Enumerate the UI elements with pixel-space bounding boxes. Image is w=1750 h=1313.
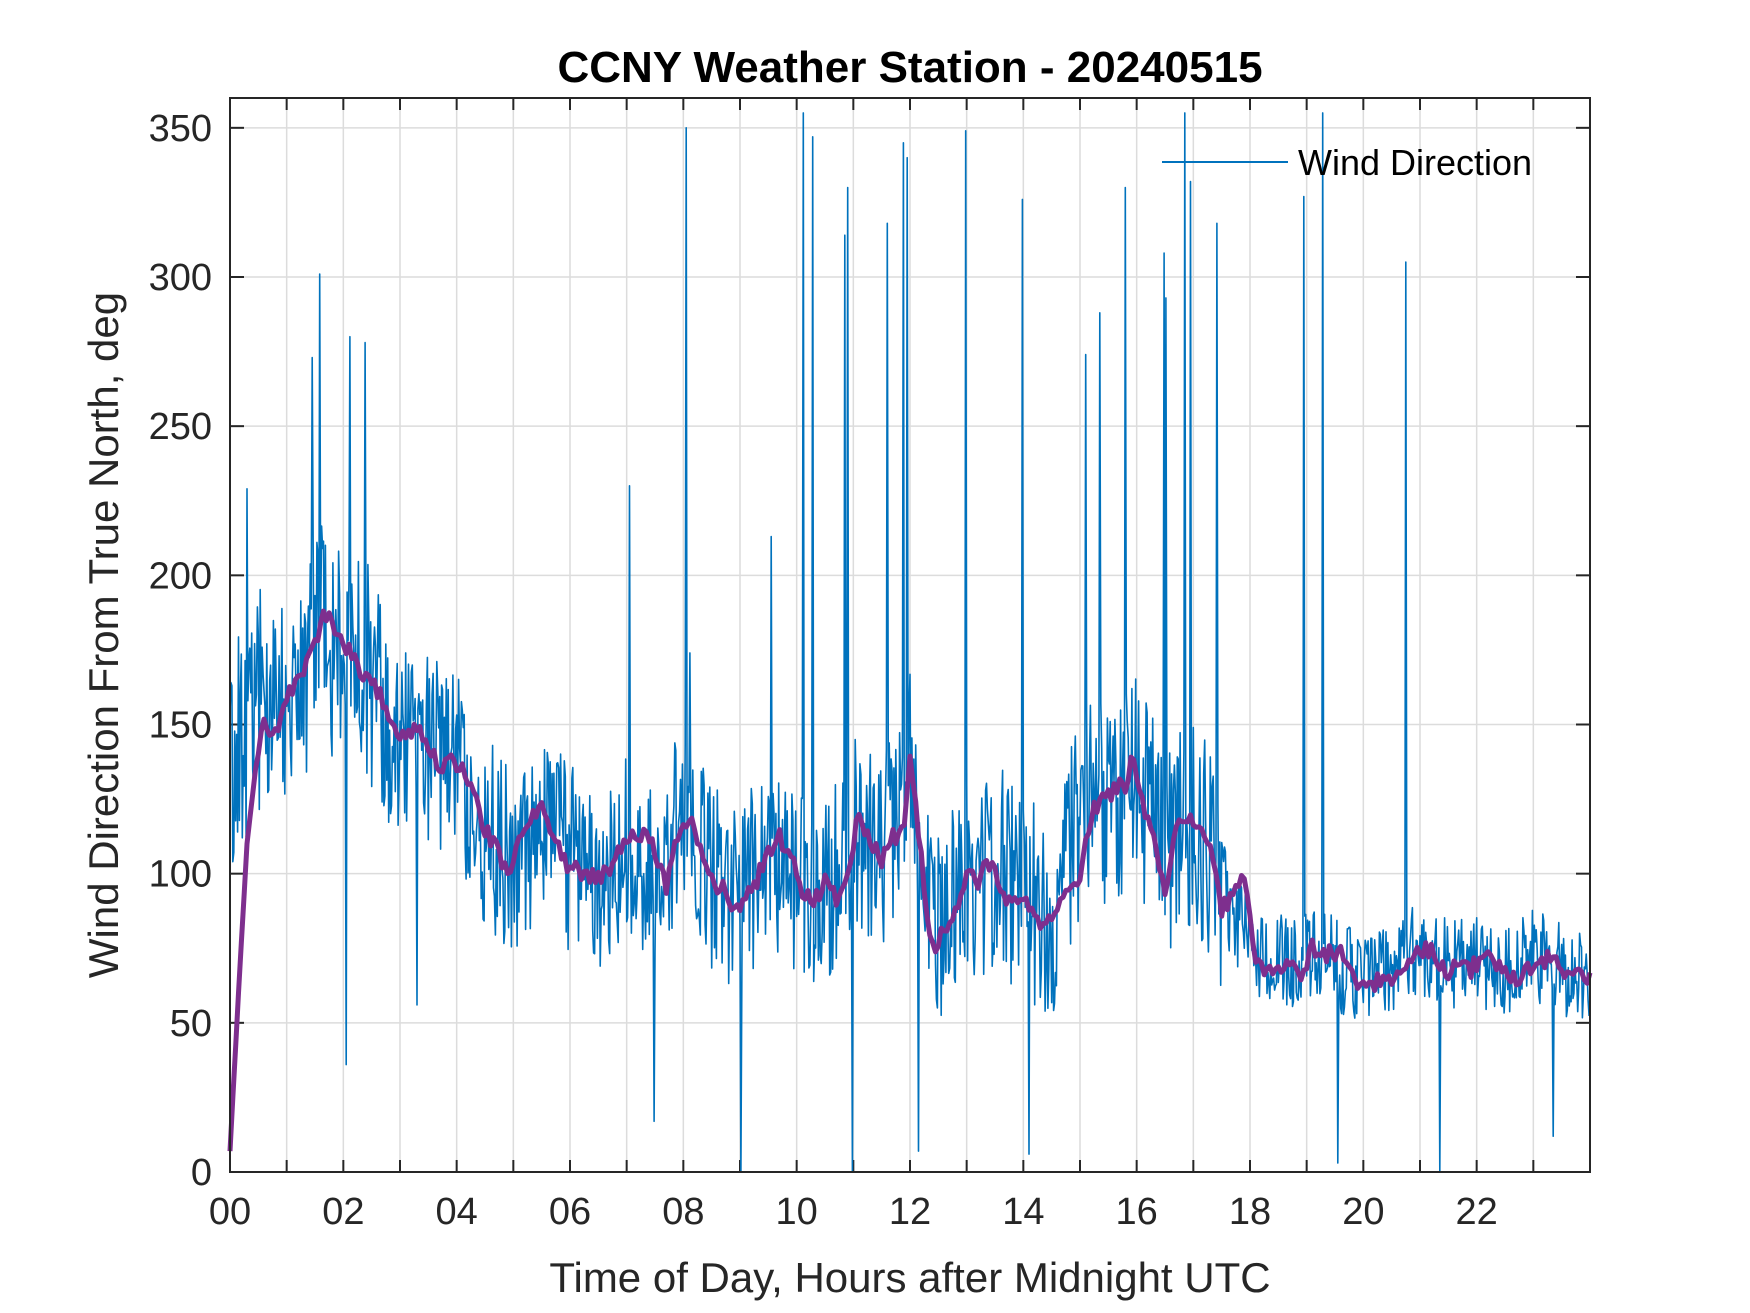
x-tick-label: 14 — [1002, 1191, 1044, 1233]
legend: Wind Direction — [1162, 142, 1532, 183]
series-line-running-mean — [227, 608, 1593, 1152]
y-tick-label: 150 — [149, 705, 212, 747]
y-tick-label: 0 — [191, 1152, 212, 1194]
x-tick-label: 12 — [889, 1191, 931, 1233]
grid-lines — [230, 98, 1590, 1172]
y-tick-label: 300 — [149, 257, 212, 299]
x-axis-label: Time of Day, Hours after Midnight UTC — [549, 1254, 1270, 1301]
y-tick-label: 100 — [149, 854, 212, 896]
x-tick-label: 06 — [549, 1191, 591, 1233]
y-axis-label: Wind Direction From True North, deg — [80, 292, 127, 978]
series-line-wind-direction — [229, 112, 1590, 1173]
x-tick-label: 20 — [1342, 1191, 1384, 1233]
x-tick-label: 04 — [436, 1191, 478, 1233]
chart-title: CCNY Weather Station - 20240515 — [557, 43, 1262, 92]
x-tick-label: 16 — [1116, 1191, 1158, 1233]
x-tick-labels: 00 02 04 06 08 10 12 14 16 18 20 22 — [209, 1191, 1498, 1233]
x-tick-label: 22 — [1456, 1191, 1498, 1233]
y-tick-labels: 0 50 100 150 200 250 300 350 — [149, 108, 212, 1194]
y-tick-label: 50 — [170, 1003, 212, 1045]
y-tick-label: 350 — [149, 108, 212, 150]
x-tick-label: 00 — [209, 1191, 251, 1233]
x-tick-label: 02 — [322, 1191, 364, 1233]
legend-label-wind-direction: Wind Direction — [1298, 142, 1532, 183]
y-tick-label: 250 — [149, 406, 212, 448]
x-tick-label: 18 — [1229, 1191, 1271, 1233]
x-tick-label: 08 — [662, 1191, 704, 1233]
series-layer — [227, 112, 1593, 1173]
y-tick-label: 200 — [149, 555, 212, 597]
axes-box — [229, 97, 1591, 1173]
x-tick-label: 10 — [776, 1191, 818, 1233]
